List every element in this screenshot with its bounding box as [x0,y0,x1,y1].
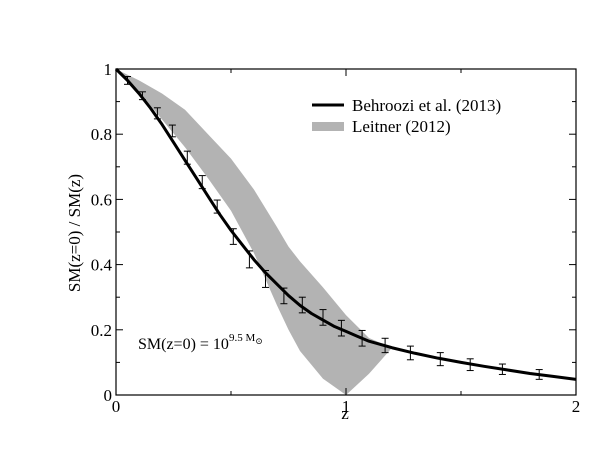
y-tick-label: 1 [104,60,113,79]
error-bar [198,175,206,190]
annotation-subscript: ⊙ [255,336,263,346]
error-bar [319,309,327,326]
error-bar [124,75,131,85]
error-bar [168,124,176,138]
error-bar [229,228,237,245]
error-bar [498,363,506,375]
x-tick-label: 2 [572,397,581,416]
error-bar [406,345,414,361]
error-bar [183,150,191,165]
error-bar [138,91,146,101]
error-bar [213,199,221,214]
y-tick-label: 0 [104,386,113,405]
legend: Behroozi et al. (2013) Leitner (2012) [312,96,501,136]
x-tick-label: 0 [112,397,121,416]
plot-area [114,67,577,395]
error-bar [466,358,474,372]
y-tick-label: 0.2 [91,321,112,340]
behroozi-line [114,67,577,381]
y-tick-label: 0.8 [91,125,112,144]
x-axis-label: z [341,404,349,423]
stellar-mass-annotation: SM(z=0) = 109.5 M⊙ [138,332,263,353]
error-bar [280,287,288,305]
error-bar [337,319,345,337]
legend-label-behroozi: Behroozi et al. (2013) [352,96,501,115]
error-bar [153,107,161,120]
error-bar [262,269,269,288]
error-bar [381,337,389,354]
y-tick-label: 0.6 [91,190,112,209]
error-bar [298,296,306,314]
legend-swatch-leitner [312,122,344,131]
error-bar [535,369,543,380]
axis-ticks: 0 1 2 0 0.2 0.4 0.6 0.8 1 [91,60,581,416]
y-axis-label: SM(z=0) / SM(z) [65,174,84,292]
annotation-exponent: 9.5 M [229,332,256,344]
legend-label-leitner: Leitner (2012) [352,117,451,136]
error-bar [436,352,444,367]
x-tick-label: 1 [342,397,351,416]
annotation-base: SM(z=0) = 10 [138,336,229,353]
y-tick-label: 0.4 [91,256,113,275]
error-bar [245,250,253,269]
error-bar [358,329,366,347]
svg-text:SM(z=0) = 109.5 M⊙: SM(z=0) = 109.5 M⊙ [138,332,263,353]
